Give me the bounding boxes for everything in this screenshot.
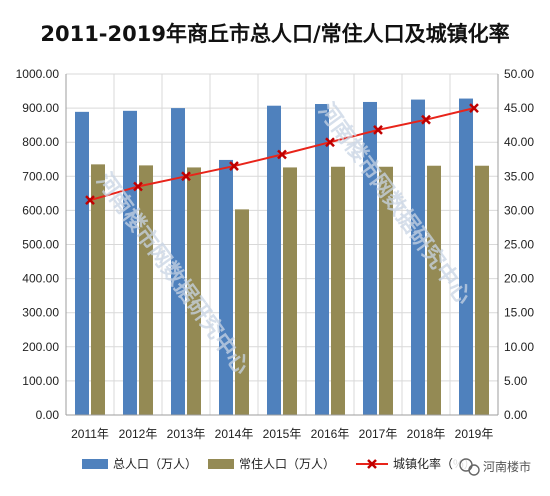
badge-label: 河南楼市: [483, 459, 531, 474]
line-series: [85, 103, 479, 206]
line-point: [469, 103, 479, 113]
wechat-icon: [459, 458, 480, 476]
left-tick-label: 1000.00: [16, 67, 60, 81]
legend-label: 总人口（万人）: [113, 457, 197, 471]
right-tick-label: 35.00: [504, 169, 534, 183]
legend-item-resident-population: 常住人口（万人）: [208, 457, 335, 471]
line-point: [325, 137, 335, 148]
right-tick-label: 50.00: [504, 67, 534, 81]
left-tick-label: 200.00: [22, 340, 59, 354]
right-tick-label: 5.00: [504, 374, 528, 388]
x-category-label: 2019年: [455, 427, 494, 441]
legend-label: 常住人口（万人）: [239, 457, 335, 471]
x-category-label: 2012年: [119, 427, 158, 441]
x-category-label: 2016年: [311, 427, 350, 441]
line-point: [133, 181, 143, 192]
bar-resident-population: [91, 164, 105, 415]
marker-stroke: [373, 125, 383, 135]
source-badge: 河南楼市: [452, 455, 548, 477]
left-tick-label: 100.00: [22, 374, 59, 388]
x-category-label: 2018年: [407, 427, 446, 441]
bar-resident-population: [235, 209, 249, 415]
left-tick-label: 300.00: [22, 306, 59, 320]
marker-stroke: [181, 171, 191, 182]
line-point: [277, 149, 287, 160]
left-tick-label: 700.00: [22, 169, 59, 183]
bar-total-population: [75, 111, 89, 415]
bar-resident-population: [187, 167, 201, 415]
line-point: [181, 171, 191, 182]
axes: [65, 74, 499, 416]
marker-stroke: [229, 161, 239, 171]
left-tick-label: 900.00: [22, 101, 59, 115]
chart-title: 2011-2019年商丘市总人口/常住人口及城镇化率: [40, 22, 509, 46]
marker-stroke: [133, 181, 143, 192]
legend-marker: [367, 459, 377, 469]
left-tick-label: 600.00: [22, 203, 59, 217]
right-tick-label: 30.00: [504, 203, 534, 217]
badge-background: [452, 455, 548, 477]
marker-stroke: [277, 149, 287, 160]
right-tick-label: 25.00: [504, 238, 534, 252]
x-axis-categories: 2011年 2012年 2013年 2014年 2015年 2016年 2017年 2018年…: [71, 427, 493, 441]
bar-resident-population: [331, 166, 345, 415]
bar-total-population: [123, 110, 137, 415]
bar-total-population: [219, 159, 233, 415]
bar-resident-population: [379, 166, 393, 415]
line-point: [373, 125, 383, 135]
marker-stroke: [85, 195, 95, 206]
marker-stroke: [421, 114, 431, 125]
bar-total-population: [411, 99, 425, 415]
bar-resident-population: [283, 167, 297, 415]
x-category-label: 2011年: [71, 427, 109, 441]
line-point: [229, 161, 239, 171]
bar-total-population: [267, 105, 281, 415]
left-tick-label: 800.00: [22, 135, 59, 149]
bar-total-population: [363, 101, 377, 415]
x-category-label: 2014年: [215, 427, 254, 441]
legend: 总人口（万人） 常住人口（万人） 城镇化率（%）: [82, 456, 476, 471]
right-tick-label: 45.00: [504, 101, 534, 115]
legend-swatch: [208, 459, 234, 469]
bar-total-population: [315, 104, 329, 416]
line-point: [85, 195, 95, 206]
bar-total-population: [171, 108, 185, 415]
left-axis-ticks: 0.00 100.00 200.00 300.00 400.00 500.00 600.00…: [16, 67, 60, 422]
legend-item-total-population: 总人口（万人）: [82, 457, 197, 471]
right-tick-label: 15.00: [504, 306, 534, 320]
bar-total-population: [459, 98, 473, 415]
x-category-label: 2017年: [359, 427, 398, 441]
left-tick-label: 500.00: [22, 238, 59, 252]
right-tick-label: 10.00: [504, 340, 534, 354]
bar-series: [75, 98, 489, 416]
right-axis-ticks: 0.00 5.00 10.00 15.00 20.00 25.00 30.00 35.00 40…: [504, 67, 534, 422]
right-tick-label: 0.00: [504, 408, 528, 422]
marker-stroke: [469, 103, 479, 113]
icon-bubble: [468, 464, 480, 476]
right-tick-label: 40.00: [504, 135, 534, 149]
x-category-label: 2015年: [263, 427, 302, 441]
marker-stroke: [325, 137, 335, 148]
bar-resident-population: [475, 165, 489, 415]
line-point: [421, 114, 431, 125]
bar-resident-population: [139, 165, 153, 415]
right-tick-label: 20.00: [504, 272, 534, 286]
bar-resident-population: [427, 165, 441, 415]
legend-swatch: [82, 459, 108, 469]
left-tick-label: 0.00: [36, 408, 60, 422]
x-category-label: 2013年: [167, 427, 206, 441]
left-tick-label: 400.00: [22, 272, 59, 286]
